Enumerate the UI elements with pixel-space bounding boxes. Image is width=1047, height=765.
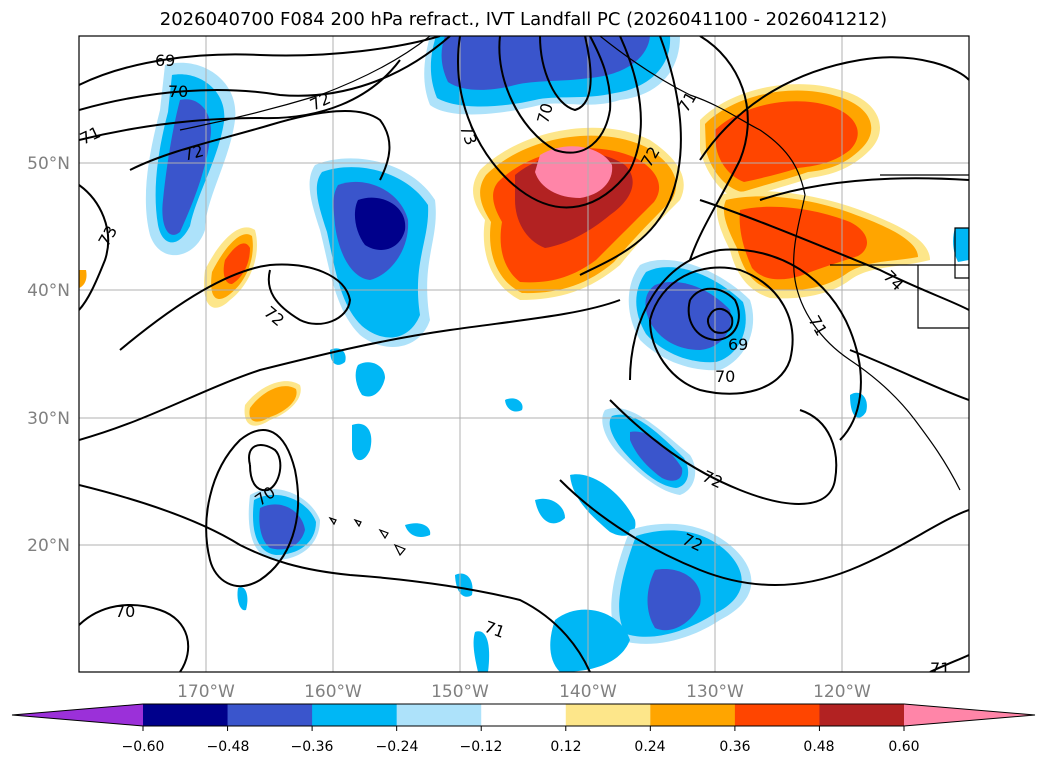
colorbar-extend-low xyxy=(12,704,143,726)
lon-label: 140°W xyxy=(559,682,617,702)
colorbar-segment xyxy=(227,704,313,726)
colorbar-tick-label: −0.12 xyxy=(460,739,503,755)
geopotential-contours xyxy=(79,36,969,672)
colorbar-segment xyxy=(819,704,905,726)
latitude-labels: 50°N 40°N 30°N 20°N xyxy=(27,154,70,556)
contour-label: 71 xyxy=(674,88,701,115)
colorbar xyxy=(11,703,1036,731)
colorbar-segment xyxy=(143,704,229,726)
colorbar-segment xyxy=(396,704,482,726)
colorbar-segment xyxy=(650,704,736,726)
positive-anomaly-fill xyxy=(79,84,930,426)
contour-label: 70 xyxy=(715,367,735,386)
lon-label: 160°W xyxy=(304,682,362,702)
contour-label: 73 xyxy=(95,222,122,249)
colorbar-tick-label: 0.60 xyxy=(888,739,919,755)
colorbar-extend-high xyxy=(904,704,1035,726)
contour-label: 72 xyxy=(699,467,725,493)
lon-label: 170°W xyxy=(177,682,235,702)
colorbar-tick-label: 0.48 xyxy=(803,739,834,755)
lon-label: 130°W xyxy=(686,682,744,702)
negative-anomaly-fill xyxy=(145,36,969,672)
colorbar-tick-label: −0.48 xyxy=(207,739,250,755)
colorbar-tick-label: −0.24 xyxy=(376,739,419,755)
contour-label: 70 xyxy=(168,82,188,101)
contour-label: 72 xyxy=(260,302,288,330)
map-plot-area: 69 70 71 72 72 73 73 70 72 71 72 74 69 7… xyxy=(77,36,969,678)
contour-label: 69 xyxy=(155,51,175,70)
map-title: 2026040700 F084 200 hPa refract., IVT La… xyxy=(159,9,888,30)
contour-label: 70 xyxy=(533,101,557,126)
colorbar-tick-label: 0.24 xyxy=(634,739,665,755)
lat-label: 40°N xyxy=(27,281,70,301)
colorbar-segment xyxy=(312,704,398,726)
colorbar-segment xyxy=(481,704,567,726)
colorbar-segment xyxy=(734,704,820,726)
contour-label: 71 xyxy=(77,123,103,149)
colorbar-tick-label: −0.36 xyxy=(291,739,334,755)
contour-label: 70 xyxy=(115,602,135,621)
lon-label: 150°W xyxy=(431,682,489,702)
colorbar-tick-label: 0.36 xyxy=(719,739,750,755)
contour-label: 72 xyxy=(181,141,206,165)
lat-label: 30°N xyxy=(27,409,70,429)
lat-label: 50°N xyxy=(27,154,70,174)
colorbar-tick-label: −0.60 xyxy=(122,739,165,755)
lat-label: 20°N xyxy=(27,536,70,556)
gridlines xyxy=(79,36,969,672)
lon-label: 120°W xyxy=(813,682,871,702)
colorbar-tick-labels: −0.60 −0.48 −0.36 −0.24 −0.12 0.12 0.24 … xyxy=(122,739,920,755)
longitude-labels: 170°W 160°W 150°W 140°W 130°W 120°W xyxy=(177,682,871,702)
map-frame xyxy=(78,35,970,673)
contour-label: 69 xyxy=(728,335,748,354)
contour-label: 71 xyxy=(930,659,950,678)
colorbar-tick-label: 0.12 xyxy=(550,739,581,755)
colorbar-segment xyxy=(565,704,651,726)
